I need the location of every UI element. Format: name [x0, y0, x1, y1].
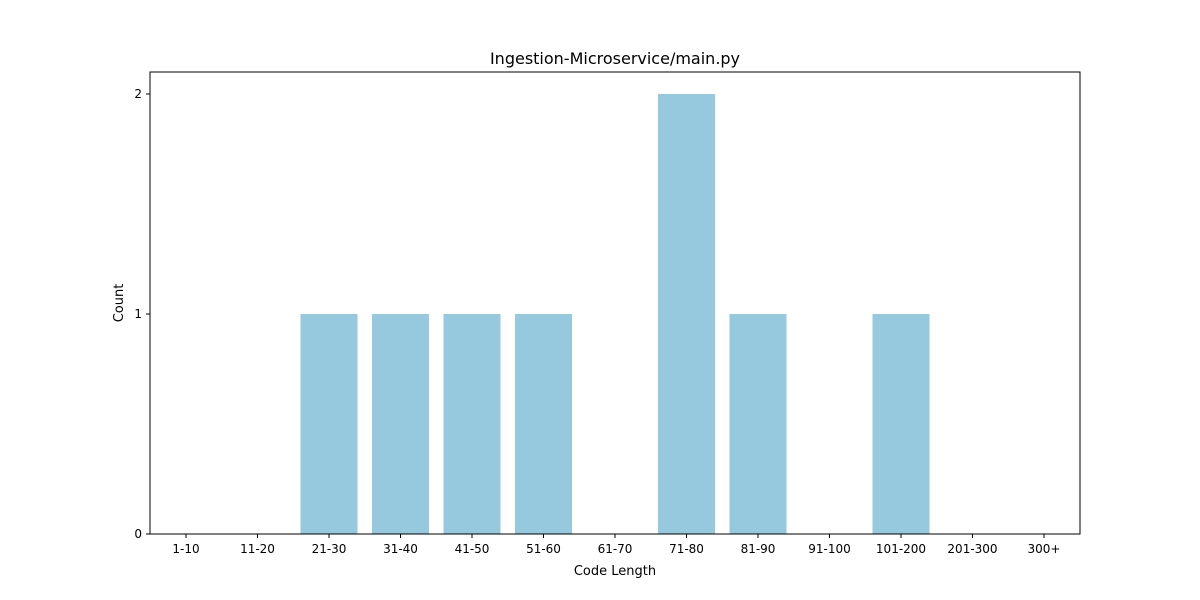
x-tick-label: 201-300 [947, 542, 997, 556]
x-tick-label: 71-80 [669, 542, 704, 556]
x-tick-label: 300+ [1028, 542, 1061, 556]
x-tick-label: 31-40 [383, 542, 418, 556]
bar [300, 314, 358, 534]
x-axis-label: Code Length [574, 564, 656, 579]
x-tick-label: 101-200 [876, 542, 926, 556]
bar [872, 314, 930, 534]
y-tick-label: 2 [134, 87, 142, 101]
plot-area-frame [149, 71, 1081, 535]
x-tick-label: 11-20 [240, 542, 275, 556]
bar [515, 314, 572, 534]
y-axis-label: Count [112, 284, 127, 323]
y-axis-ticks: 0 1 2 [134, 87, 150, 541]
bar [658, 94, 715, 534]
x-tick-label: 51-60 [526, 542, 561, 556]
chart-title: Ingestion-Microservice/main.py [490, 49, 740, 68]
x-tick-label: 21-30 [312, 542, 347, 556]
y-tick-label: 0 [134, 527, 142, 541]
bar [729, 314, 787, 534]
x-tick-label: 41-50 [455, 542, 490, 556]
x-tick-label: 1-10 [172, 542, 199, 556]
x-tick-label: 61-70 [598, 542, 633, 556]
x-tick-label: 81-90 [741, 542, 776, 556]
bar [443, 314, 501, 534]
x-tick-label: 91-100 [808, 542, 851, 556]
x-axis-ticks: 1-10 11-20 21-30 31-40 41-50 51-60 61-70 71-80 8… [172, 534, 1060, 556]
bars-group [300, 94, 930, 534]
y-tick-label: 1 [134, 307, 142, 321]
bar [372, 314, 429, 534]
